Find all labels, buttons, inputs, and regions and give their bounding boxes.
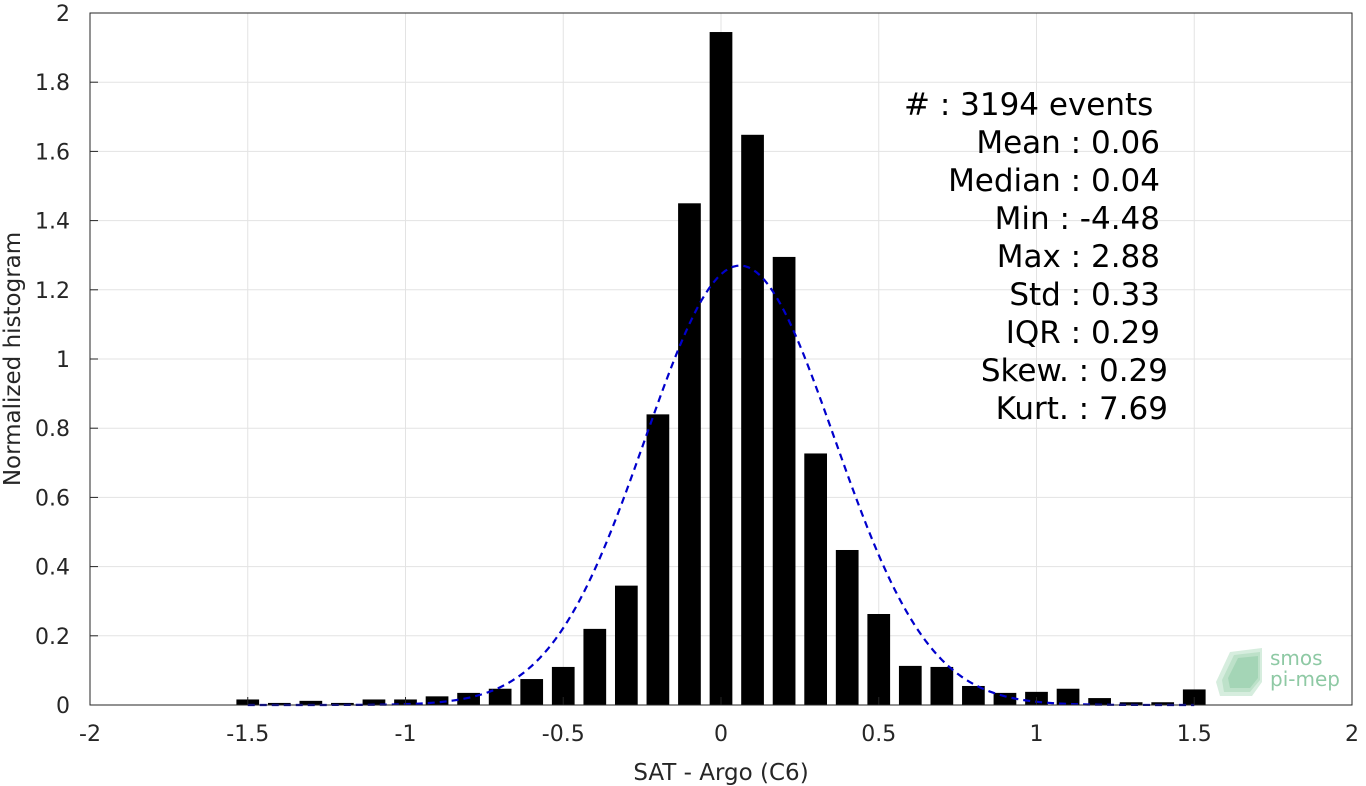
y-tick-label: 1.2 <box>35 279 70 304</box>
x-tick-label: 1.5 <box>1177 722 1212 747</box>
x-tick-labels: -2 -1.5 -1 -0.5 0 0.5 1 1.5 2 <box>79 722 1359 747</box>
bars <box>236 32 1206 706</box>
y-tick-label: 0.4 <box>35 556 70 581</box>
stat-count: # : 3194 events <box>904 87 1153 123</box>
histogram-bar <box>678 203 701 706</box>
x-tick-label: 2 <box>1345 722 1359 747</box>
y-tick-label: 1.4 <box>35 210 70 235</box>
histogram-bar <box>646 414 670 705</box>
x-tick-label: -0.5 <box>542 722 585 747</box>
y-tick-label: 1 <box>56 348 70 373</box>
axes-frame <box>89 12 1353 706</box>
x-tick-label: -1.5 <box>226 722 269 747</box>
logo-text-pi-mep: pi-mep <box>1270 667 1340 691</box>
y-tick-label: 1.6 <box>35 140 70 165</box>
histogram-bar <box>457 692 480 705</box>
x-tick-label: -2 <box>79 722 101 747</box>
x-tick-label: 0 <box>714 722 728 747</box>
y-tick-label: 0.2 <box>35 625 70 650</box>
statistics-annotation: # : 3194 events Mean : 0.06 Median : 0.0… <box>904 87 1168 427</box>
y-tick-label: 2 <box>56 2 70 27</box>
histogram-bar <box>804 453 828 705</box>
stat-max: Max : 2.88 <box>997 239 1160 275</box>
histogram-bar <box>362 699 386 705</box>
histogram-bar <box>299 700 323 705</box>
histogram-bar <box>962 685 985 705</box>
y-tick-labels: 0 0.2 0.4 0.6 0.8 1 1.2 1.4 1.6 1.8 2 <box>35 2 70 719</box>
histogram-bar <box>772 256 796 705</box>
y-tick-label: 0.8 <box>35 417 70 442</box>
histogram-bar <box>520 679 544 705</box>
histogram-bar <box>614 585 638 705</box>
histogram-bar <box>930 666 954 705</box>
logo-text-smos: smos <box>1270 646 1323 670</box>
histogram-bar <box>488 688 512 705</box>
stat-iqr: IQR : 0.29 <box>1006 315 1160 351</box>
histogram-bar <box>835 549 859 705</box>
histogram-bar <box>1119 702 1143 705</box>
stat-mean: Mean : 0.06 <box>976 125 1160 161</box>
histogram-bar <box>898 665 922 705</box>
x-tick-label: -1 <box>395 722 417 747</box>
stat-kurt: Kurt. : 7.69 <box>996 391 1168 427</box>
histogram-bar <box>867 614 891 705</box>
histogram-bar <box>1088 698 1111 705</box>
y-tick-label: 0.6 <box>35 486 70 511</box>
histogram-bar <box>331 702 354 705</box>
stat-std: Std : 0.33 <box>1009 277 1160 313</box>
histogram-bar <box>425 696 449 705</box>
stat-skew: Skew. : 0.29 <box>981 353 1168 389</box>
histogram-bar <box>583 628 607 705</box>
x-tick-label: 1 <box>1030 722 1044 747</box>
stat-median: Median : 0.04 <box>948 163 1160 199</box>
x-axis-label: SAT - Argo (C6) <box>633 760 808 786</box>
histogram-bar <box>1151 702 1175 705</box>
x-tick-label: 0.5 <box>861 722 896 747</box>
stat-min: Min : -4.48 <box>995 201 1160 237</box>
histogram-bar <box>741 134 764 706</box>
smos-pi-mep-logo: smos pi-mep <box>1216 646 1340 696</box>
histogram-bar <box>709 32 733 705</box>
histogram-bar <box>993 692 1017 705</box>
y-axis-label: Normalized histogram <box>0 232 26 486</box>
logo-mark-icon <box>1216 648 1262 696</box>
y-tick-label: 0 <box>56 694 70 719</box>
histogram-bar <box>551 666 575 705</box>
y-tick-label: 1.8 <box>35 71 70 96</box>
histogram-bar <box>267 702 291 705</box>
histogram-bar <box>1056 688 1080 705</box>
